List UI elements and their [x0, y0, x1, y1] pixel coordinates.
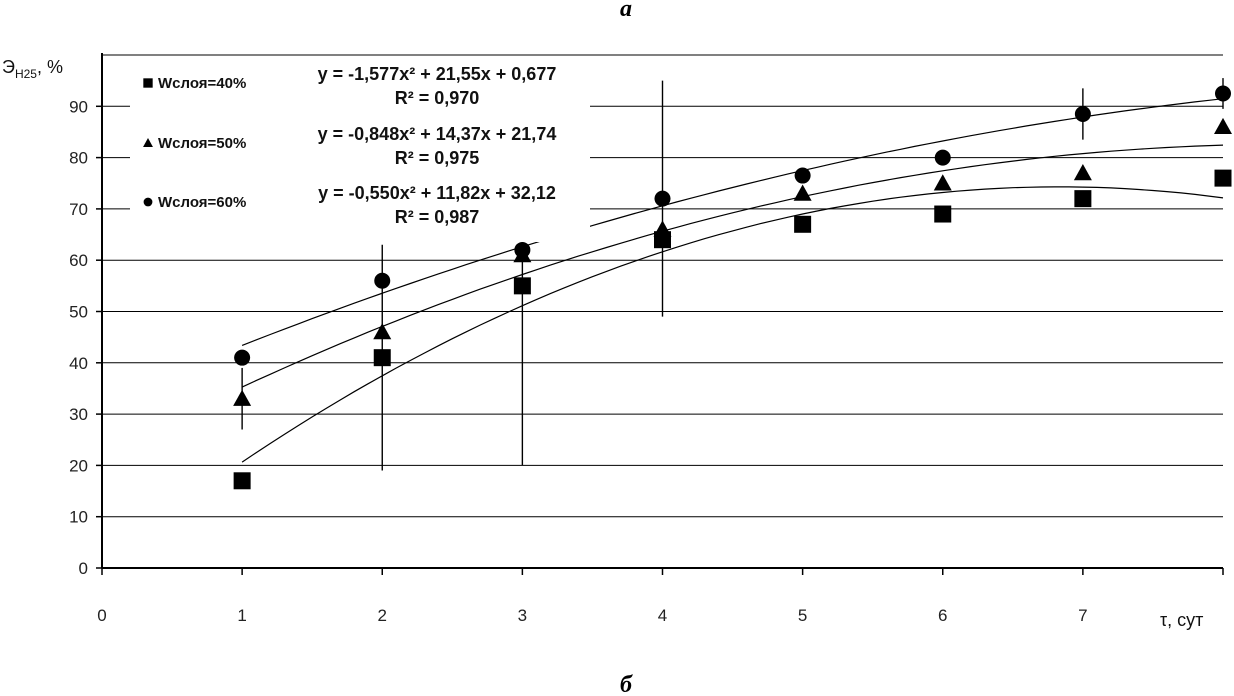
data-point-square [513, 277, 531, 295]
legend-marker-square [143, 78, 153, 88]
data-point-square [1214, 169, 1232, 187]
trend-equation: y = -1,577x² + 21,55x + 0,677 [318, 64, 557, 84]
trend-r2: R² = 0,970 [395, 88, 480, 108]
data-point-triangle [793, 184, 812, 201]
legend-label: Wслоя=40% [158, 75, 246, 92]
x-tick-label: 3 [518, 606, 527, 625]
trend-equation: y = -0,550x² + 11,82x + 32,12 [318, 183, 556, 203]
data-point-circle [374, 272, 391, 289]
data-point-triangle [1073, 163, 1092, 181]
trend-lines [241, 98, 1224, 463]
data-point-circle [1215, 85, 1231, 102]
y-tick-label: 30 [69, 405, 88, 424]
data-point-circle [654, 190, 671, 207]
data-point-triangle [233, 389, 252, 406]
data-point-square [1074, 190, 1092, 208]
trend-line-2 [241, 144, 1224, 388]
data-point-square [934, 205, 952, 223]
data-point-triangle [1214, 117, 1232, 135]
data-point-triangle [653, 220, 672, 237]
x-tick-label: 1 [237, 606, 246, 625]
x-tick-label: 5 [798, 606, 807, 625]
data-point-circle [934, 149, 951, 166]
data-point-circle [514, 241, 531, 258]
y-tick-label: 40 [69, 354, 88, 373]
data-markers [233, 85, 1232, 490]
legend: Wслоя=40% y = -1,577x² + 21,55x + 0,677 R²… [130, 62, 590, 242]
legend-label: Wслоя=60% [158, 194, 246, 211]
y-tick-label: 10 [69, 508, 88, 527]
x-tick-label: 6 [938, 606, 947, 625]
y-tick-label: 80 [69, 149, 88, 168]
trend-r2: R² = 0,975 [395, 148, 480, 168]
y-tick-label: 70 [69, 200, 88, 219]
data-point-circle [234, 349, 251, 366]
data-point-circle [1074, 105, 1091, 122]
data-point-triangle [933, 174, 952, 191]
data-point-square [373, 349, 391, 367]
trend-r2: R² = 0,987 [395, 207, 480, 227]
x-tick-label: 2 [378, 606, 387, 625]
tick-labels: 0 10 20 30 40 50 60 70 80 90 0 1 2 3 4 5 6 7 [69, 97, 1088, 625]
legend-background [130, 62, 590, 242]
plot-area: Wслоя=40% y = -1,577x² + 21,55x + 0,677 R²… [69, 53, 1232, 625]
y-tick-label: 20 [69, 456, 88, 475]
x-tick-label: 7 [1078, 606, 1087, 625]
y-axis-title: ЭH25, % [2, 57, 63, 81]
data-point-circle [794, 167, 811, 184]
trend-line-1 [241, 186, 1224, 463]
legend-marker-circle [143, 197, 153, 207]
y-tick-label: 0 [79, 559, 88, 578]
y-tick-label: 60 [69, 251, 88, 270]
trend-line-3 [241, 98, 1224, 346]
x-tick-label: 4 [658, 606, 667, 625]
x-axis-title: τ, сут [1160, 610, 1203, 630]
axes [96, 53, 1224, 575]
y-tick-label: 90 [69, 97, 88, 116]
panel-label-b: б [620, 672, 633, 696]
legend-marker-triangle [143, 138, 153, 147]
legend-label: Wслоя=50% [158, 135, 246, 152]
data-point-square [794, 215, 812, 233]
data-point-triangle [373, 323, 392, 340]
x-tick-label: 0 [97, 606, 106, 625]
trend-equation: y = -0,848x² + 14,37x + 21,74 [318, 124, 557, 144]
panel-label-a: а [620, 0, 632, 22]
data-point-square [233, 472, 251, 490]
y-tick-label: 50 [69, 303, 88, 322]
